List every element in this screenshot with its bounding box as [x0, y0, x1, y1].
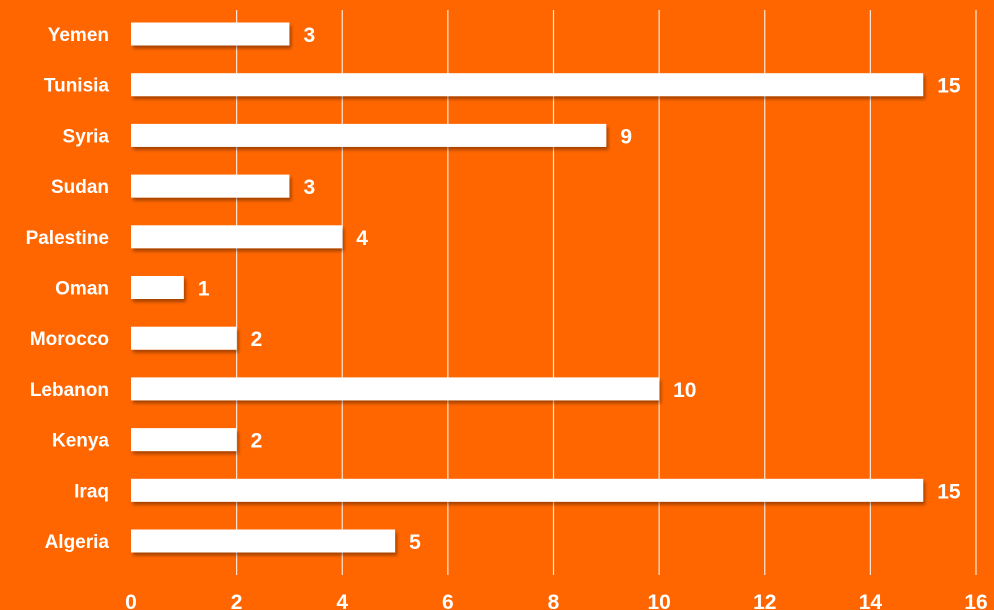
- x-tick-label: 8: [548, 591, 560, 610]
- x-tick-label: 16: [964, 591, 987, 610]
- x-tick-label: 4: [336, 591, 348, 610]
- bar: [131, 529, 396, 553]
- bar: [131, 276, 184, 299]
- category-label: Kenya: [52, 431, 109, 452]
- category-label: Tunisia: [44, 76, 110, 97]
- bar: [131, 225, 343, 249]
- bar: [131, 428, 237, 452]
- x-tick-label: 0: [125, 591, 137, 610]
- bars: [131, 22, 924, 553]
- category-label: Syria: [63, 126, 110, 147]
- data-label: 5: [409, 531, 421, 554]
- bar: [131, 377, 660, 401]
- x-tick-label: 10: [647, 591, 670, 610]
- data-label: 15: [937, 480, 961, 503]
- data-label: 4: [356, 227, 368, 250]
- x-tick-label: 2: [231, 591, 243, 610]
- x-tick-label: 6: [442, 591, 454, 610]
- x-tick-label: 14: [859, 591, 883, 610]
- category-label: Iraq: [74, 481, 109, 502]
- category-label: Oman: [55, 279, 109, 300]
- category-label: Yemen: [48, 25, 109, 46]
- data-label: 2: [251, 328, 263, 351]
- category-label: Algeria: [45, 532, 110, 553]
- bar: [131, 478, 924, 502]
- bar: [131, 22, 290, 46]
- bar: [131, 174, 290, 198]
- bar: [131, 123, 607, 147]
- data-label: 3: [303, 176, 315, 199]
- data-label: 3: [303, 24, 315, 47]
- bar: [131, 73, 924, 97]
- data-label: 1: [198, 278, 210, 301]
- category-label: Sudan: [51, 177, 109, 198]
- category-label: Palestine: [26, 228, 109, 249]
- x-tick-label: 12: [753, 591, 776, 610]
- category-label: Morocco: [30, 329, 109, 350]
- data-label: 2: [251, 430, 263, 453]
- bar: [131, 326, 237, 350]
- data-label: 9: [620, 125, 632, 148]
- category-label: Lebanon: [30, 380, 109, 401]
- data-label: 15: [937, 75, 961, 98]
- data-label: 10: [673, 379, 696, 402]
